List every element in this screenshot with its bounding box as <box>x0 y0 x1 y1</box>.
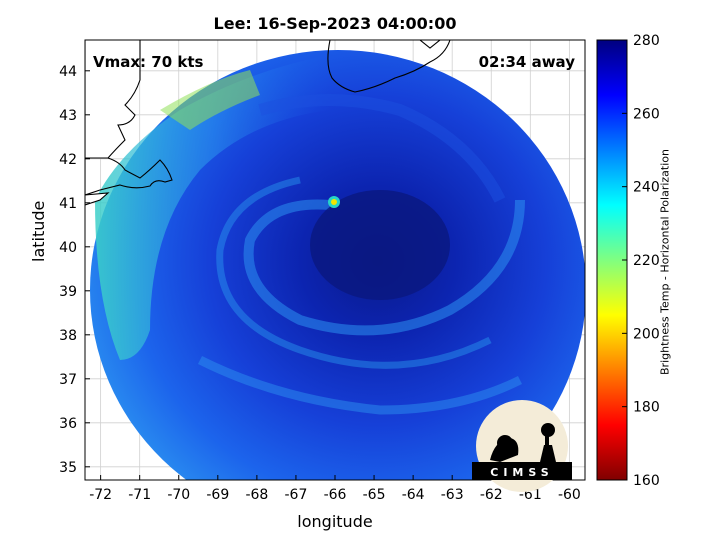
x-tick-label: -60 <box>558 487 581 503</box>
x-tick-label: -69 <box>206 487 229 503</box>
x-tick-label: -64 <box>402 487 425 503</box>
time-away-label: 02:34 away <box>478 53 575 71</box>
logo-text: CIMSS <box>490 466 553 479</box>
y-tick-label: 36 <box>59 416 77 432</box>
y-tick-label: 39 <box>59 284 77 300</box>
colorbar-ticks: 160 180 200 220 240 260 280 <box>622 33 660 489</box>
y-tick-label: 44 <box>59 64 77 80</box>
colorbar-tick-label: 260 <box>633 106 660 122</box>
y-axis-ticks: 35 36 37 38 39 40 41 42 43 44 <box>59 64 90 476</box>
x-tick-label: -62 <box>480 487 503 503</box>
colorbar-tick-label: 200 <box>633 326 660 342</box>
y-axis-label: latitude <box>29 200 48 262</box>
x-tick-label: -65 <box>363 487 386 503</box>
x-tick-label: -71 <box>128 487 151 503</box>
y-tick-label: 41 <box>59 196 77 212</box>
vmax-label: Vmax: 70 kts <box>93 53 204 71</box>
coastline <box>85 40 451 206</box>
map-title: Lee: 16-Sep-2023 04:00:00 <box>213 14 457 33</box>
y-tick-label: 35 <box>59 460 77 476</box>
colorbar-tick-label: 240 <box>633 180 660 196</box>
x-tick-label: -66 <box>324 487 347 503</box>
cimss-logo: CIMSS <box>472 400 572 492</box>
y-tick-label: 42 <box>59 152 77 168</box>
microwave-swath <box>90 50 585 480</box>
y-tick-label: 38 <box>59 328 77 344</box>
y-tick-label: 43 <box>59 108 77 124</box>
y-tick-label: 40 <box>59 240 77 256</box>
x-axis-ticks: -72 -71 -70 -69 -68 -67 -66 -65 -64 -63 -62 -61 -60 <box>89 475 581 503</box>
x-tick-label: -70 <box>167 487 190 503</box>
x-tick-label: -72 <box>89 487 112 503</box>
x-tick-label: -63 <box>441 487 464 503</box>
colorbar-tick-label: 160 <box>633 473 660 489</box>
y-tick-label: 37 <box>59 372 77 388</box>
x-tick-label: -68 <box>245 487 268 503</box>
colorbar-tick-label: 220 <box>633 253 660 269</box>
x-tick-label: -67 <box>285 487 308 503</box>
colorbar-tick-label: 280 <box>633 33 660 49</box>
storm-eye <box>331 199 337 205</box>
x-axis-label: longitude <box>297 512 373 531</box>
colorbar-label: Brightness Temp - Horizontal Polarizatio… <box>658 149 672 375</box>
colorbar-tick-label: 180 <box>633 400 660 416</box>
